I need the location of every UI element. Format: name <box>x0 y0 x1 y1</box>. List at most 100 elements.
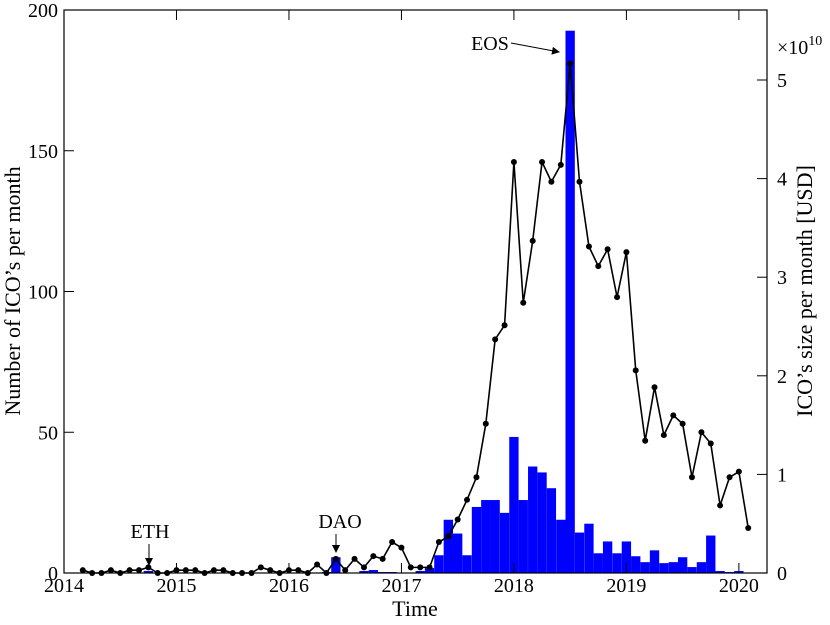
point <box>614 294 621 301</box>
bar <box>546 488 557 573</box>
bar <box>143 571 154 573</box>
bar <box>424 568 435 573</box>
bar <box>415 571 425 573</box>
x-tick-label: 2017 <box>381 575 421 597</box>
y2-tick-label: 1 <box>777 464 787 486</box>
bar <box>659 563 669 573</box>
point <box>435 539 442 546</box>
point <box>501 322 508 329</box>
point <box>585 243 592 250</box>
bar <box>537 472 547 573</box>
bar <box>602 541 613 573</box>
bar <box>677 557 688 573</box>
bar <box>509 436 519 573</box>
bar <box>621 541 632 573</box>
point <box>539 159 546 166</box>
point <box>182 567 189 574</box>
point <box>295 567 302 574</box>
x-tick-label: 2019 <box>606 575 646 597</box>
bar <box>706 535 716 573</box>
point <box>745 524 752 531</box>
point <box>660 432 667 439</box>
x-tick-label: 2015 <box>156 575 196 597</box>
point <box>576 178 583 185</box>
point <box>670 412 677 419</box>
bar <box>631 556 641 573</box>
point <box>389 539 396 546</box>
bar <box>556 519 566 573</box>
x-tick-label: 2014 <box>44 575 84 597</box>
bar <box>593 553 603 573</box>
y-axis-title: Number of ICO’s per month <box>0 166 25 415</box>
bar <box>453 533 463 573</box>
point <box>642 437 649 444</box>
x-axis-title: Time <box>392 596 438 621</box>
bar <box>359 571 369 573</box>
bar <box>434 555 444 573</box>
point <box>407 564 414 571</box>
y2-tick-label: 0 <box>777 563 787 585</box>
point <box>520 299 527 306</box>
point <box>632 367 639 374</box>
point <box>220 567 227 574</box>
bar <box>565 30 575 573</box>
y-tick-label: 150 <box>28 141 58 163</box>
bar <box>687 567 697 573</box>
bar <box>528 466 538 573</box>
y-tick-label: 100 <box>28 282 58 304</box>
bar <box>518 500 528 573</box>
bar <box>462 555 472 573</box>
point <box>623 249 630 256</box>
y2-tick-label: 5 <box>777 70 787 92</box>
point <box>398 544 405 551</box>
point <box>417 564 424 571</box>
bar <box>331 557 341 573</box>
point <box>726 474 733 481</box>
point <box>136 567 143 574</box>
y-tick-label: 50 <box>38 422 58 444</box>
bar <box>612 553 622 573</box>
point <box>342 567 349 574</box>
point <box>717 502 724 509</box>
point <box>267 567 274 574</box>
y2-axis-title: ICO’s size per month [USD] <box>792 165 817 417</box>
plot-area <box>79 30 752 576</box>
bar <box>443 519 454 573</box>
point <box>126 567 133 574</box>
point <box>314 561 321 568</box>
point <box>445 533 452 540</box>
annotation-arrow <box>510 42 560 55</box>
point <box>370 553 377 560</box>
point <box>679 420 686 427</box>
point <box>192 567 199 574</box>
bar <box>649 550 660 573</box>
point <box>529 237 536 244</box>
y2-tick-label: 2 <box>777 366 787 388</box>
point <box>426 564 433 571</box>
annotation: DAO <box>318 511 361 533</box>
point <box>473 474 480 481</box>
point <box>351 555 358 562</box>
bar <box>574 532 585 573</box>
bar <box>368 570 378 573</box>
bar <box>668 562 678 573</box>
point <box>651 384 658 391</box>
point <box>482 420 489 427</box>
point <box>604 246 611 253</box>
point <box>332 555 339 562</box>
x-tick-label: 2018 <box>494 575 534 597</box>
point <box>557 161 564 168</box>
y2-tick-label: 3 <box>777 267 787 289</box>
bar <box>499 512 510 573</box>
point <box>454 516 461 523</box>
point <box>735 468 742 475</box>
y-tick-label: 0 <box>48 563 58 585</box>
bar <box>584 523 594 573</box>
annotation: ETH <box>131 521 170 543</box>
bar <box>715 571 725 573</box>
point <box>145 564 152 571</box>
point <box>698 429 705 436</box>
y2-multiplier: ×1010 <box>777 34 822 59</box>
point <box>464 496 471 503</box>
